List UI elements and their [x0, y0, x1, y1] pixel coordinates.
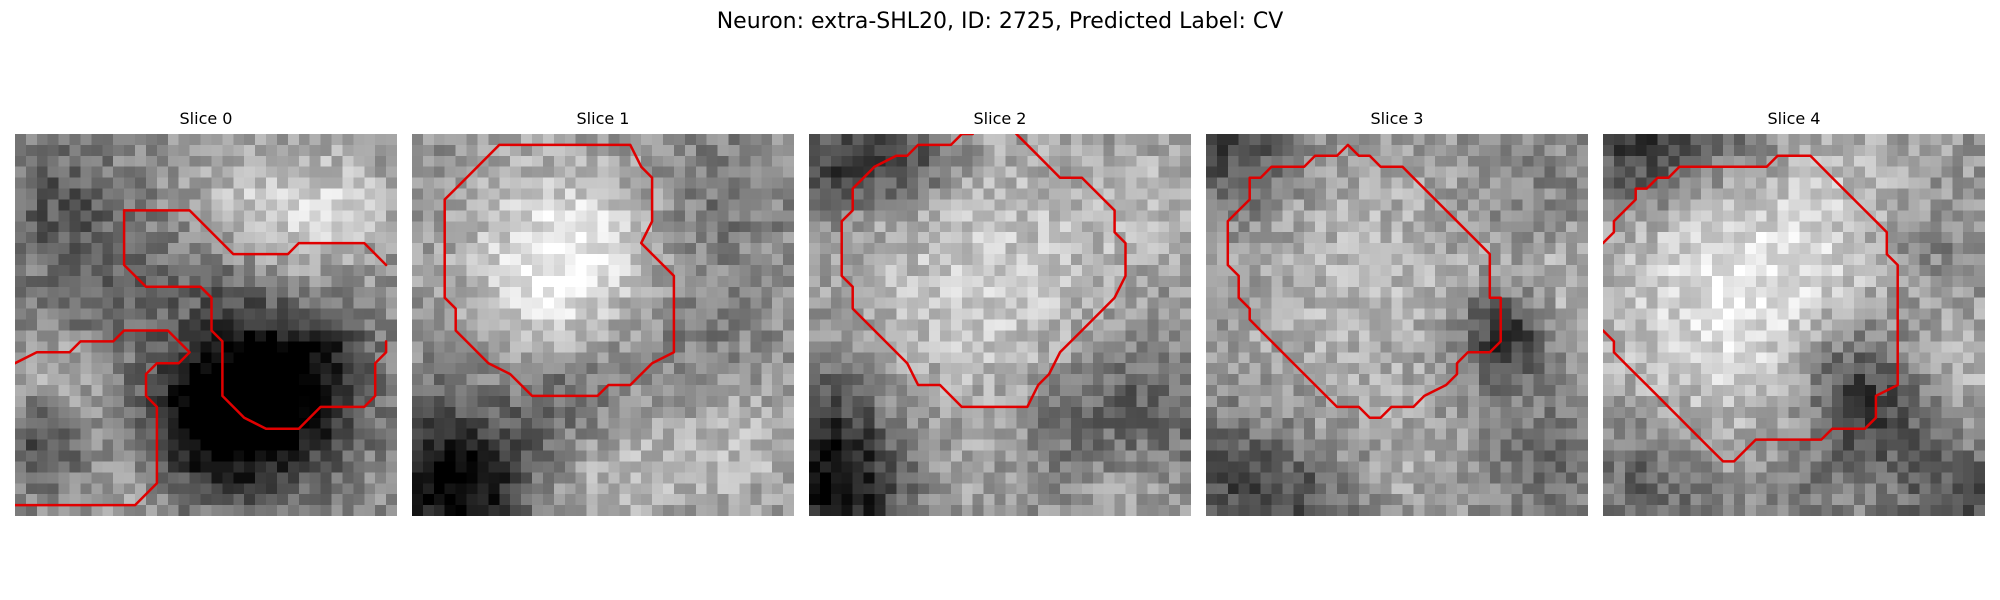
slice-panel-3: Slice 3: [1206, 108, 1588, 516]
slice-image-3: [1206, 134, 1588, 516]
slice-panel-2: Slice 2: [809, 108, 1191, 516]
grayscale-pixels: [809, 134, 1191, 516]
contour-outline-0: [1226, 143, 1502, 420]
slice-title-0: Slice 0: [179, 109, 233, 128]
slice-image-4: [1603, 134, 1985, 516]
figure-title: Neuron: extra-SHL20, ID: 2725, Predicted…: [716, 9, 1284, 34]
grayscale-pixels: [1206, 134, 1588, 516]
slice-panel-4: Slice 4: [1603, 108, 1985, 516]
grayscale-pixels: [1603, 134, 1985, 516]
slice-title-4: Slice 4: [1767, 109, 1821, 128]
contour-outline-2: [15, 329, 191, 507]
contour-outline-0: [443, 143, 676, 398]
grayscale-pixels: [412, 134, 794, 516]
grayscale-pixels: [15, 134, 397, 516]
slice-title-3: Slice 3: [1370, 109, 1424, 128]
slice-image-2: [809, 134, 1191, 516]
slice-panel-0: Slice 0: [15, 108, 397, 516]
slice-panel-1: Slice 1: [412, 108, 794, 516]
contour-outline-0: [1603, 154, 1899, 463]
slice-image-1: [412, 134, 794, 516]
contour-outline-1: [122, 209, 388, 430]
slice-image-0: [15, 134, 397, 516]
contour-outline-0: [122, 209, 388, 267]
slice-title-2: Slice 2: [973, 109, 1027, 128]
contour-outline-0: [840, 134, 1127, 409]
slice-title-1: Slice 1: [576, 109, 630, 128]
